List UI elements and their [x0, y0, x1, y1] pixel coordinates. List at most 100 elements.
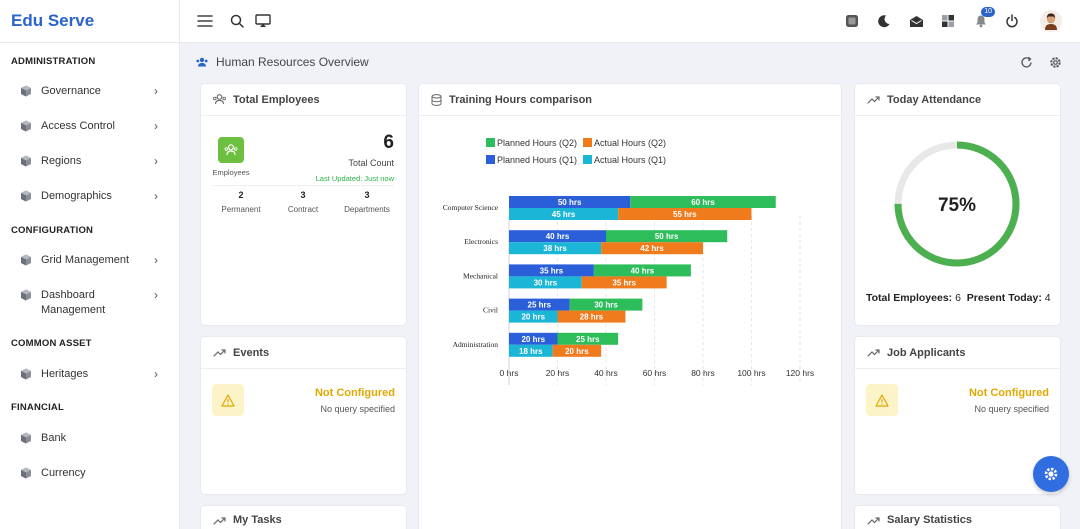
card-title: My Tasks	[233, 514, 282, 526]
legend-swatch	[486, 138, 495, 147]
card-header: Today Attendance	[855, 84, 1060, 116]
sidebar-item-grid-management[interactable]: Grid Management ›	[0, 253, 180, 268]
cube-icon	[21, 467, 31, 479]
topbar: 10	[180, 0, 1080, 43]
last-updated: Last Updated: Just now	[315, 174, 394, 183]
gear-icon	[1044, 467, 1058, 481]
events-status: Not Configured	[314, 387, 395, 399]
bar-segment	[509, 332, 558, 345]
cube-icon	[21, 289, 31, 301]
card-title: Today Attendance	[887, 93, 982, 106]
sidebar-item-label: Currency	[41, 467, 86, 479]
sidebar-item-label: Grid Management	[41, 254, 130, 266]
trend-up-icon	[213, 516, 226, 525]
trend-up-icon	[867, 516, 880, 525]
sidebar-item-label: Heritages	[41, 368, 89, 380]
salary-statistics-card: Salary Statistics	[855, 506, 1060, 529]
training-hours-chart: Planned Hours (Q2) Actual Hours (Q2) Plann…	[443, 138, 814, 385]
cube-icon	[21, 190, 31, 202]
stat-permanent: 2 Permanent	[215, 190, 267, 214]
brand-logo[interactable]: Edu Serve	[0, 0, 179, 43]
total-count-label: Total Count	[348, 158, 394, 168]
avatar[interactable]	[1040, 10, 1062, 32]
chevron-right-icon: ›	[154, 154, 158, 168]
present-value: 4	[1044, 292, 1051, 304]
sidebar-item-dashboard-management[interactable]: Dashboard Management ›	[0, 288, 180, 318]
mail-icon[interactable]	[907, 12, 925, 30]
trend-up-icon	[867, 349, 880, 357]
bar-segment	[509, 264, 594, 277]
sidebar-item-demographics[interactable]: Demographics ›	[0, 189, 180, 204]
sidebar-item-access-control[interactable]: Access Control ›	[0, 119, 180, 134]
bell-icon[interactable]: 10	[972, 7, 995, 30]
cube-icon	[21, 254, 31, 266]
card-header: Total Employees	[201, 84, 406, 116]
sidebar-item-label: Access Control	[41, 120, 115, 132]
sidebar-item-label: Governance	[41, 85, 101, 97]
bar-segment	[557, 332, 619, 345]
card-title: Total Employees	[233, 93, 320, 106]
total-value: 6	[955, 292, 961, 304]
sidebar-item-label: Demographics	[41, 190, 112, 202]
card-header: My Tasks	[201, 506, 406, 529]
bar-value-label: 35 hrs	[612, 278, 636, 287]
attendance-percent: 75%	[938, 195, 976, 216]
bar-segment	[509, 344, 553, 357]
cube-icon	[21, 85, 31, 97]
card-header: Job Applicants	[855, 337, 1060, 369]
bar-value-label: 20 hrs	[565, 347, 589, 356]
settings-icon[interactable]	[1047, 54, 1063, 70]
stat-value: 2	[238, 190, 244, 200]
sidebar-item-bank[interactable]: Bank	[0, 431, 180, 446]
refresh-icon[interactable]	[1018, 54, 1034, 70]
section-administration: ADMINISTRATION	[11, 56, 96, 67]
apps-icon[interactable]	[939, 12, 957, 30]
legend-label: Actual Hours (Q1)	[594, 155, 666, 165]
bar-value-label: 40 hrs	[546, 232, 570, 241]
users-icon	[213, 94, 226, 105]
sidebar: Edu Serve ADMINISTRATION Governance › Ac…	[0, 0, 180, 529]
moon-icon[interactable]	[875, 12, 893, 30]
cast-icon[interactable]	[254, 12, 272, 30]
bar-segment	[509, 310, 558, 323]
present-label: Present Today:	[966, 292, 1042, 304]
bar-segment	[509, 298, 570, 311]
stat-value: 3	[300, 190, 306, 200]
bar-segment	[581, 276, 667, 289]
chevron-right-icon: ›	[154, 253, 158, 267]
card-title: Salary Statistics	[887, 514, 972, 526]
cube-icon	[21, 155, 31, 167]
card-header: Salary Statistics	[855, 506, 1060, 529]
bar-segment	[509, 276, 582, 289]
bar-segment	[593, 264, 691, 277]
bar-segment	[509, 242, 602, 255]
chevron-right-icon: ›	[154, 288, 158, 302]
menu-icon[interactable]	[196, 12, 214, 30]
bar-value-label: 55 hrs	[673, 210, 697, 219]
total-count-value: 6	[383, 132, 394, 153]
bar-segment	[601, 242, 703, 255]
y-category-label: Administration	[453, 340, 499, 349]
bar-segment	[552, 344, 602, 357]
sidebar-item-currency[interactable]: Currency	[0, 466, 180, 481]
settings-fab[interactable]	[1033, 456, 1069, 492]
total-employees-card: Total Employees Employees 6 Total Count …	[201, 84, 406, 325]
applicants-status: Not Configured	[968, 387, 1049, 399]
card-title: Events	[233, 346, 270, 359]
employees-icon-label: Employees	[212, 168, 250, 177]
ring-progress	[894, 141, 1020, 267]
fullscreen-icon[interactable]	[843, 12, 861, 30]
bar-value-label: 45 hrs	[552, 210, 576, 219]
bar-segment	[630, 196, 776, 208]
power-icon[interactable]	[1003, 12, 1021, 30]
bar-value-label: 18 hrs	[519, 347, 543, 356]
legend-label: Actual Hours (Q2)	[594, 138, 666, 148]
sidebar-item-heritages[interactable]: Heritages ›	[0, 367, 180, 382]
employees-icon	[218, 137, 244, 163]
training-hours-card: Training Hours comparison Planned Hours …	[419, 84, 841, 529]
search-icon[interactable]	[228, 12, 246, 30]
stat-label: Contract	[287, 205, 319, 214]
sidebar-item-regions[interactable]: Regions ›	[0, 154, 180, 169]
bar-value-label: 20 hrs	[521, 313, 545, 322]
sidebar-item-governance[interactable]: Governance ›	[0, 84, 180, 99]
